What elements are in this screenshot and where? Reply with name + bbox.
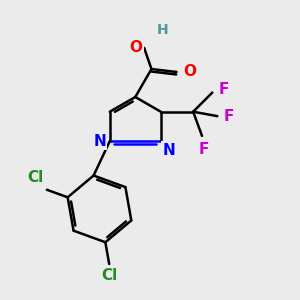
Text: F: F — [218, 82, 229, 97]
Text: O: O — [130, 40, 142, 55]
Text: H: H — [157, 22, 168, 37]
Text: N: N — [94, 134, 106, 149]
Text: Cl: Cl — [28, 170, 44, 185]
Text: F: F — [198, 142, 209, 157]
Text: F: F — [224, 109, 234, 124]
Text: O: O — [183, 64, 196, 80]
Text: N: N — [162, 142, 175, 158]
Text: Cl: Cl — [101, 268, 117, 283]
